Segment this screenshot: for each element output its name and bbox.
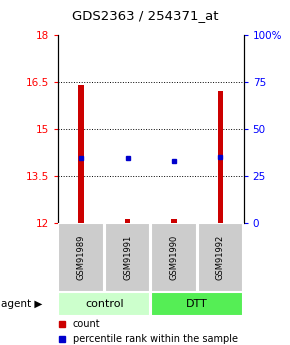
Text: GSM91990: GSM91990 — [169, 234, 179, 280]
Text: control: control — [85, 299, 124, 308]
Text: GSM91991: GSM91991 — [123, 234, 132, 280]
Text: agent ▶: agent ▶ — [1, 299, 43, 308]
Text: percentile rank within the sample: percentile rank within the sample — [73, 334, 238, 344]
Bar — [59, 292, 150, 316]
Bar — [59, 223, 104, 292]
Bar — [151, 292, 243, 316]
Bar — [78, 85, 84, 223]
Bar — [218, 91, 223, 223]
Bar — [105, 223, 150, 292]
Bar — [125, 219, 130, 223]
Text: count: count — [73, 319, 100, 329]
Text: GSM91989: GSM91989 — [77, 234, 86, 280]
Bar — [151, 223, 197, 292]
Text: DTT: DTT — [186, 299, 208, 308]
Text: GSM91992: GSM91992 — [216, 234, 225, 280]
Bar — [171, 219, 177, 223]
Bar — [198, 223, 243, 292]
Text: GDS2363 / 254371_at: GDS2363 / 254371_at — [72, 9, 218, 22]
